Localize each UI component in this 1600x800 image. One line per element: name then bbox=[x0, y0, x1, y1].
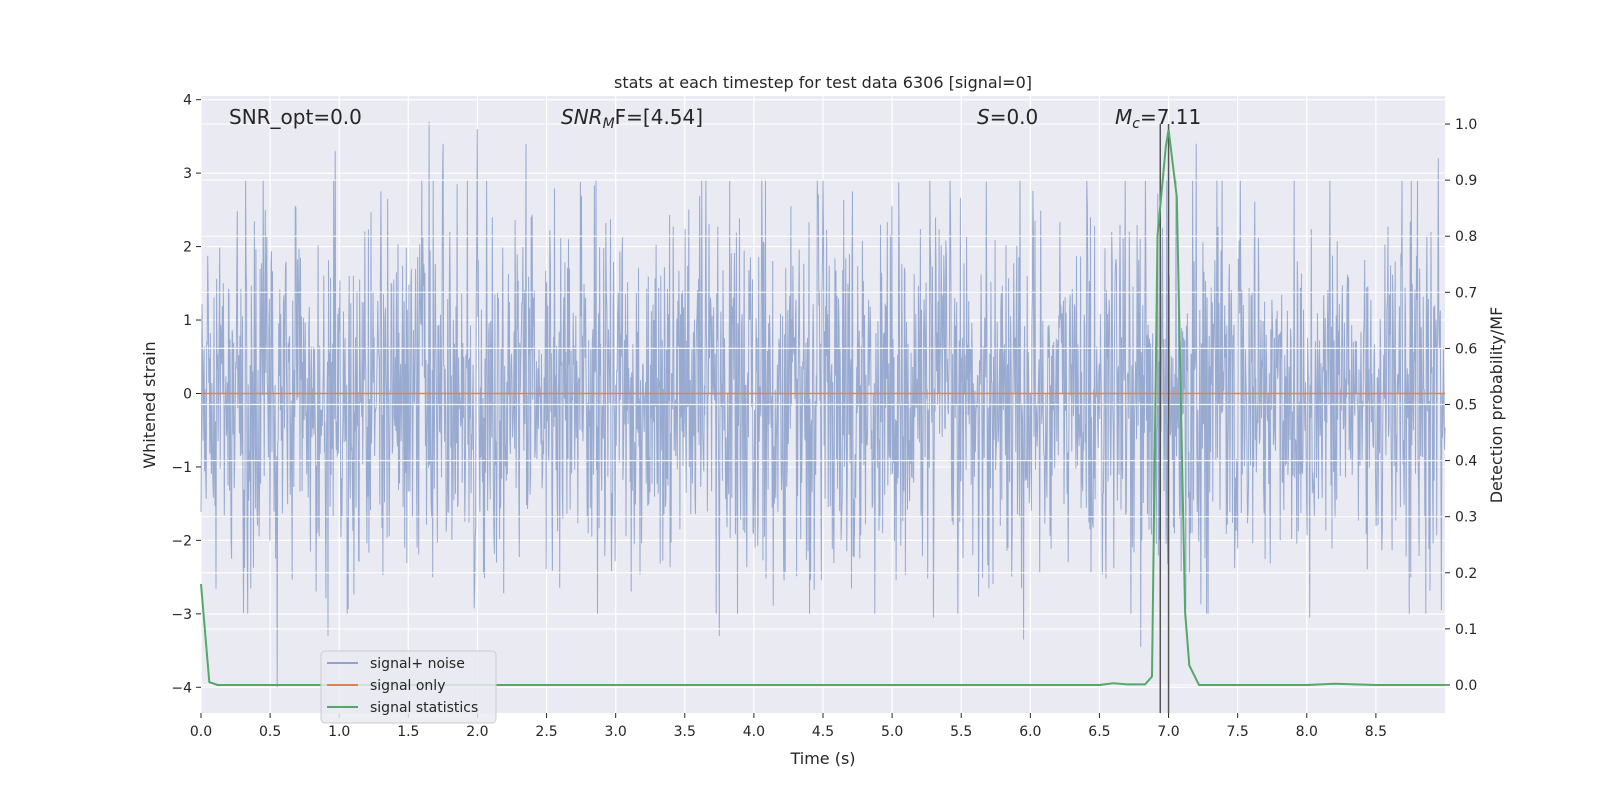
legend-label-signal-only: signal only bbox=[370, 678, 445, 694]
annotation-snr-opt: SNR_opt=0.0 bbox=[229, 105, 362, 129]
y-tick-label: 4 bbox=[183, 93, 192, 109]
y-right-tick-label: 0.4 bbox=[1455, 454, 1477, 470]
y-tick-label: 0 bbox=[183, 386, 192, 402]
legend-label-signal-statistics: signal statistics bbox=[370, 700, 478, 716]
x-tick-label: 2.5 bbox=[535, 724, 557, 740]
x-tick-label: 6.0 bbox=[1019, 724, 1041, 740]
y-right-tick-label: 0.9 bbox=[1455, 173, 1477, 189]
x-tick-label: 1.0 bbox=[328, 724, 350, 740]
annotation-s-value: =0.0 bbox=[990, 105, 1039, 129]
legend-label-signal-noise: signal+ noise bbox=[370, 656, 465, 672]
y-tick-label: −3 bbox=[171, 607, 192, 623]
x-tick-label: 5.5 bbox=[950, 724, 972, 740]
annotation-s: S=0.0 bbox=[977, 105, 1038, 129]
chart-title: stats at each timestep for test data 630… bbox=[614, 73, 1032, 92]
signal-statistics-series bbox=[200, 129, 1445, 686]
annotation-mc-symbol: M bbox=[1115, 105, 1132, 129]
x-tick-label: 4.5 bbox=[812, 724, 834, 740]
x-tick-label: 7.0 bbox=[1157, 724, 1179, 740]
y-axis-label: Whitened strain bbox=[140, 341, 159, 468]
x-tick-label: 0.5 bbox=[259, 724, 281, 740]
y-tick-label: 2 bbox=[183, 240, 192, 256]
y-tick-labels: −4 −3 −2 −1 0 1 2 3 4 bbox=[171, 93, 201, 696]
y-right-tick-label: 0.8 bbox=[1455, 229, 1477, 245]
x-tick-label: 0.0 bbox=[190, 724, 212, 740]
annotation-mc-sub: c bbox=[1132, 116, 1140, 132]
annotation-s-symbol: S bbox=[977, 105, 990, 129]
annotation-snr-mf: SNRMF=[4.54] bbox=[561, 105, 703, 132]
x-tick-label: 3.0 bbox=[605, 724, 627, 740]
y-right-tick-label: 0.6 bbox=[1455, 341, 1477, 357]
y-right-tick-label: 0.7 bbox=[1455, 285, 1477, 301]
y-tick-label: −2 bbox=[171, 533, 192, 549]
x-tick-label: 5.0 bbox=[881, 724, 903, 740]
legend: signal+ noise signal only signal statist… bbox=[320, 650, 497, 724]
legend-box bbox=[320, 650, 497, 724]
x-tick-label: 7.5 bbox=[1227, 724, 1249, 740]
y-tick-label: −1 bbox=[171, 460, 192, 476]
x-tick-label: 8.0 bbox=[1296, 724, 1318, 740]
x-tick-label: 2.0 bbox=[466, 724, 488, 740]
annotation-mc: Mc=7.11 bbox=[1115, 105, 1201, 132]
y-right-tick-label: 0.3 bbox=[1455, 510, 1477, 526]
y-tick-label: −4 bbox=[171, 680, 192, 696]
y-right-tick-label: 1.0 bbox=[1455, 117, 1477, 133]
annotation-snr-mf-value: F=[4.54] bbox=[615, 105, 703, 129]
annotation-mc-value: =7.11 bbox=[1140, 105, 1201, 129]
x-tick-label: 3.5 bbox=[674, 724, 696, 740]
y-right-tick-labels: 0.0 0.1 0.2 0.3 0.4 0.5 0.6 0.7 0.8 0.9 1.0 bbox=[1445, 117, 1477, 694]
grid-overlay bbox=[201, 123, 1445, 686]
x-tick-label: 1.5 bbox=[397, 724, 419, 740]
x-axis-label: Time (s) bbox=[789, 749, 855, 768]
y-right-tick-label: 0.1 bbox=[1455, 622, 1477, 638]
vertical-markers bbox=[1159, 124, 1170, 713]
x-tick-labels: 0.0 0.5 1.0 1.5 2.0 2.5 3.0 3.5 4.0 4.5 5.0 5.5 6.0 6… bbox=[190, 713, 1387, 740]
y-right-tick-label: 0.2 bbox=[1455, 566, 1477, 582]
y-right-tick-label: 0.0 bbox=[1455, 678, 1477, 694]
y-tick-label: 1 bbox=[183, 313, 192, 329]
x-tick-label: 6.5 bbox=[1088, 724, 1110, 740]
y-right-tick-label: 0.5 bbox=[1455, 398, 1477, 414]
y-right-axis-label: Detection probability/MF bbox=[1487, 307, 1506, 504]
annotation-snr-mf-base: SNR bbox=[561, 105, 603, 129]
annotation-snr-mf-sub: M bbox=[603, 116, 615, 132]
x-tick-label: 8.5 bbox=[1365, 724, 1387, 740]
x-tick-label: 4.0 bbox=[743, 724, 765, 740]
y-tick-label: 3 bbox=[183, 166, 192, 182]
